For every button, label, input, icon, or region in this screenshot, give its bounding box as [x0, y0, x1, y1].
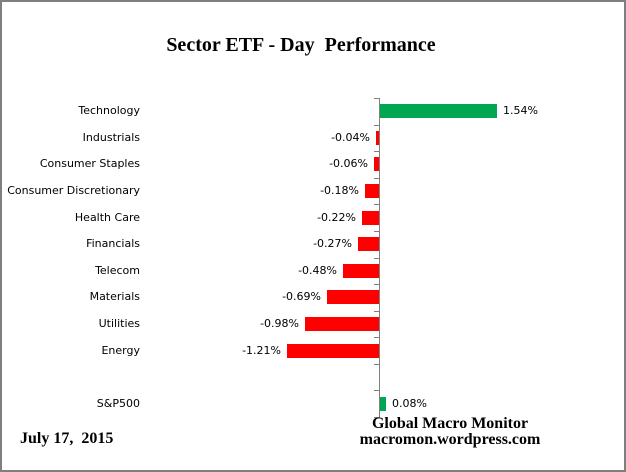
value-label: 0.08% [392, 397, 427, 410]
axis-tick [374, 364, 379, 365]
axis-tick [374, 178, 379, 179]
value-label: -0.22% [317, 211, 356, 224]
category-label: Energy [101, 344, 140, 357]
value-label: -0.04% [331, 131, 370, 144]
value-label: 1.54% [503, 104, 538, 117]
bar [362, 211, 379, 225]
credit-line-2: macromon.wordpress.com [359, 431, 541, 448]
bar [380, 104, 497, 118]
bar [343, 264, 379, 278]
category-label: S&P500 [96, 397, 140, 410]
category-label: Telecom [95, 264, 140, 277]
bar [327, 290, 379, 304]
value-label: -0.18% [320, 184, 359, 197]
category-label: Materials [89, 290, 140, 303]
value-label: -0.27% [313, 237, 352, 250]
axis-tick [374, 98, 379, 99]
value-label: -0.06% [329, 157, 368, 170]
bar [380, 397, 386, 411]
category-label: Health Care [74, 211, 140, 224]
axis-tick [374, 231, 379, 232]
bar [305, 317, 379, 331]
footer-date: July 17, 2015 [20, 430, 114, 447]
value-label: -0.48% [298, 264, 337, 277]
axis-tick [374, 284, 379, 285]
axis-tick [374, 151, 379, 152]
category-label: Technology [78, 104, 140, 117]
axis-tick [374, 204, 379, 205]
bar [358, 237, 379, 251]
footer-credit: Global Macro Monitor macromon.wordpress.… [332, 416, 568, 448]
bar [376, 131, 379, 145]
bar [374, 157, 379, 171]
value-label: -0.69% [282, 290, 321, 303]
category-label: Utilities [98, 317, 140, 330]
axis-tick [374, 311, 379, 312]
credit-line-1: Global Macro Monitor [371, 415, 529, 432]
axis-tick [374, 337, 379, 338]
category-label: Consumer Staples [39, 157, 140, 170]
category-label: Consumer Discretionary [7, 184, 140, 197]
axis-tick [374, 390, 379, 391]
category-label: Industrials [82, 131, 140, 144]
bar [365, 184, 379, 198]
value-label: -0.98% [260, 317, 299, 330]
axis-tick [374, 258, 379, 259]
category-label: Financials [86, 237, 140, 250]
axis-tick [374, 417, 379, 418]
axis-tick [374, 125, 379, 126]
value-label: -1.21% [242, 344, 281, 357]
bar [287, 344, 379, 358]
value-axis-line [379, 98, 380, 418]
chart-title: Sector ETF - Day Performance [166, 34, 436, 56]
